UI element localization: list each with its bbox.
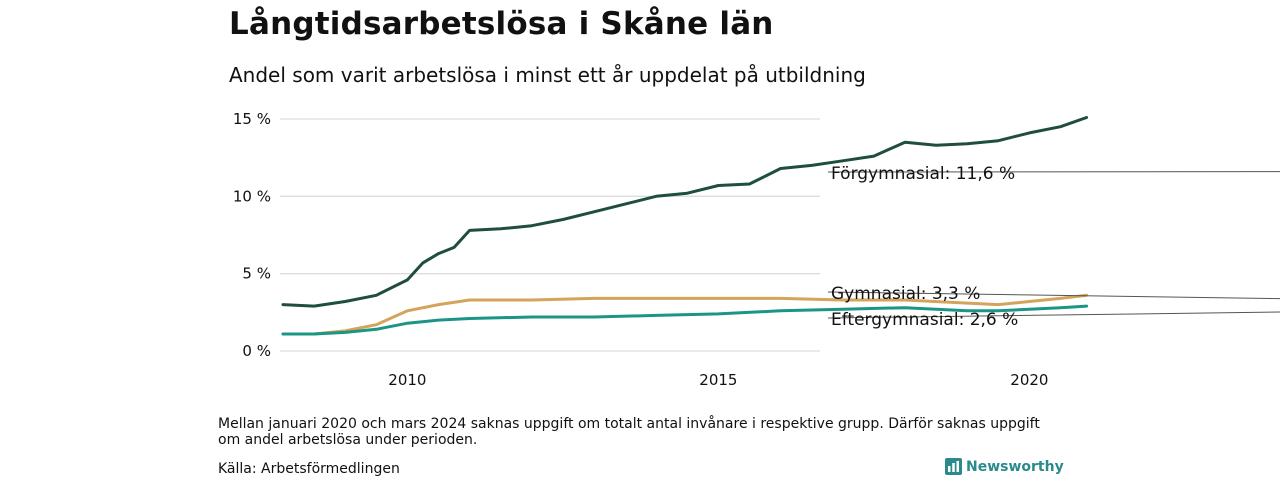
y-tick-label: 5 % (242, 265, 271, 283)
line-chart: 0 %5 %10 %15 % 201020152020jun 2025 Förg… (233, 110, 1280, 389)
gridlines (280, 118, 820, 352)
chart-subtitle: Andel som varit arbetslösa i minst ett å… (229, 63, 866, 87)
series-end-labels: Förgymnasial: 11,6 % Gymnasial: 3,3 % Efte… (827, 164, 1280, 330)
series-line-forgymnasial-1 (281, 116, 1089, 308)
chart-source: Källa: Arbetsförmedlingen (218, 461, 400, 477)
leader-line-eftergymnasial (827, 311, 1280, 319)
brand-name: Newsworthy (966, 458, 1064, 475)
y-tick-label: 15 % (233, 110, 271, 128)
series-label-gymnasial: Gymnasial: 3,3 % (831, 284, 980, 304)
x-tick-label: 2015 (699, 371, 737, 389)
bar-chart-icon (945, 458, 962, 475)
y-tick-label: 0 % (242, 342, 271, 360)
x-axis-ticks: 201020152020jun 2025 (388, 371, 1048, 389)
y-tick-label: 10 % (233, 187, 271, 205)
y-axis-ticks: 0 % 5 % 10 % 15 % (233, 110, 271, 360)
chart-title: Långtidsarbetslösa i Skåne län (229, 6, 774, 42)
series-label-forgymnasial: Förgymnasial: 11,6 % (831, 164, 1015, 184)
series-lines (281, 116, 1089, 336)
series-label-eftergymnasial: Eftergymnasial: 2,6 % (831, 310, 1018, 330)
newsworthy-logo: Newsworthy (945, 458, 1064, 475)
series-line-eftergymnasial-1 (281, 304, 1089, 336)
x-tick-label: 2020 (1010, 371, 1048, 389)
series-line-gymnasial-1 (281, 293, 1089, 336)
chart-note: Mellan januari 2020 och mars 2024 saknas… (218, 416, 1040, 448)
x-tick-label: 2010 (388, 371, 426, 389)
leader-line-gymnasial (827, 291, 1280, 300)
